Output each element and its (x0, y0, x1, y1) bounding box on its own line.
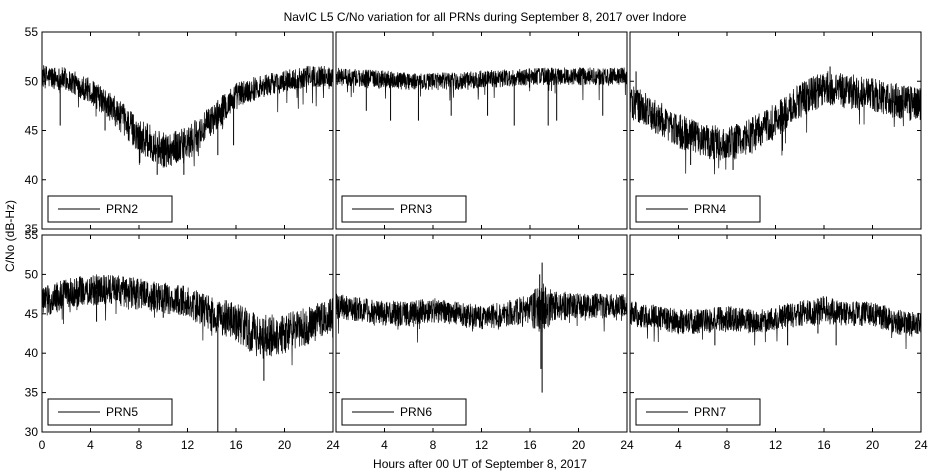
y-tick-label: 30 (25, 425, 39, 439)
panel-prn4: PRN4 (629, 31, 922, 230)
legend-label: PRN6 (400, 405, 432, 419)
x-tick-label: 16 (817, 438, 831, 452)
x-tick-label: 8 (430, 438, 437, 452)
series-line-prn4 (630, 71, 921, 175)
x-tick-label: 4 (87, 438, 94, 452)
x-tick-label: 4 (381, 438, 388, 452)
y-axis-label: C/No (dB-Hz) (3, 200, 17, 272)
y-tick-label: 35 (25, 386, 39, 400)
y-tick-label: 50 (25, 267, 39, 281)
x-tick-label: 8 (136, 438, 143, 452)
x-tick-label: 4 (675, 438, 682, 452)
legend-label: PRN7 (694, 405, 726, 419)
legend-label: PRN5 (106, 405, 138, 419)
panel-prn2: 35 40 45 50 55 PRN2 (25, 25, 334, 236)
x-tick-label: 12 (475, 438, 489, 452)
x-tick-label: 16 (523, 438, 537, 452)
series-line-prn6 (336, 283, 627, 343)
y-tick-label: 40 (25, 173, 39, 187)
x-tick-label: 20 (866, 438, 880, 452)
y-tick-label: 40 (25, 346, 39, 360)
legend-label: PRN4 (694, 202, 726, 216)
y-tick-label: 45 (25, 307, 39, 321)
panel-prn7: 4 8 12 16 20 24 PRN7 (629, 234, 928, 452)
panels-group: 35 40 45 50 55 PRN2 PRN3 PRN4 0 4 8 12 16 20 24 30 35 40 4… (25, 25, 928, 452)
series-line-prn2 (42, 64, 333, 168)
y-tick-label: 50 (25, 74, 39, 88)
x-tick-label: 24 (620, 438, 634, 452)
x-tick-label: 12 (769, 438, 783, 452)
legend-label: PRN3 (400, 202, 432, 216)
x-tick-label: 20 (278, 438, 292, 452)
x-tick-label: 24 (914, 438, 928, 452)
panel-prn5: 0 4 8 12 16 20 24 30 35 40 45 50 55 PRN5 (25, 228, 340, 452)
chart-title: NavIC L5 C/No variation for all PRNs dur… (284, 10, 687, 24)
legend-label: PRN2 (106, 202, 138, 216)
panel-prn6: 4 8 12 16 20 24 PRN6 (335, 234, 634, 452)
x-tick-label: 8 (724, 438, 731, 452)
x-tick-label: 16 (229, 438, 243, 452)
x-tick-label: 0 (39, 438, 46, 452)
y-tick-label: 35 (25, 222, 39, 236)
series-line-prn5 (42, 274, 333, 366)
series-line-prn7 (630, 295, 921, 349)
x-tick-label: 12 (181, 438, 195, 452)
x-axis-label: Hours after 00 UT of September 8, 2017 (373, 457, 587, 471)
y-tick-label: 55 (25, 228, 39, 242)
series-line-prn3 (336, 67, 627, 101)
x-tick-label: 24 (326, 438, 340, 452)
y-tick-label: 45 (25, 124, 39, 138)
x-tick-label: 20 (572, 438, 586, 452)
panel-prn3: PRN3 (335, 31, 628, 230)
y-tick-label: 55 (25, 25, 39, 39)
